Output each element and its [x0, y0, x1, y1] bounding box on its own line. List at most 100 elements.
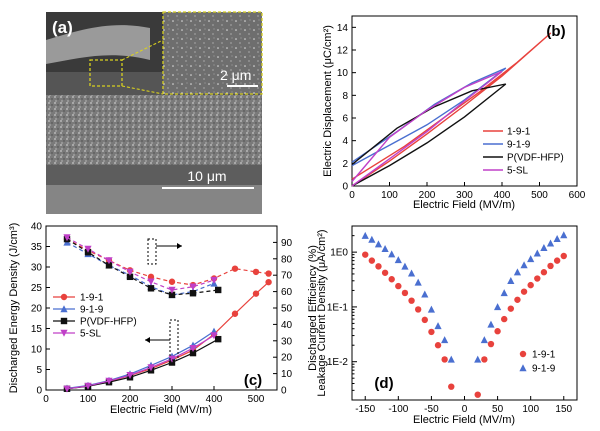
d-point-9-1-9 [414, 278, 422, 286]
c-ytick-right-label: 50 [281, 304, 293, 315]
c-energy-line-9-1-9 [66, 330, 215, 389]
b-loop-P(VDF-HFP) [351, 83, 507, 187]
d-xtick-label: 150 [555, 404, 572, 415]
d-point-1-9-1 [527, 281, 534, 289]
d-xtick-label: -100 [388, 404, 408, 415]
d-ytick-label: 1E0 [330, 248, 348, 259]
b-xtick-label: 500 [531, 190, 548, 201]
b-loop-5-SL [351, 70, 503, 187]
c-efficiency-point [189, 290, 197, 297]
b-ytick-label: 8 [342, 91, 348, 102]
panel-c-series [63, 234, 272, 393]
d-point-9-1-9 [527, 255, 535, 263]
sem-film-edge [46, 25, 150, 64]
panel-b-legend: 1-9-1 9-1-9 P(VDF-HFP) 5-SL [483, 127, 564, 177]
c-legend-marker [60, 329, 68, 337]
c-ytick-label: 5 [36, 365, 42, 376]
inset-scale-label: 2 μm [220, 67, 251, 83]
panel-d-chart: -150 -100 -50 0 50 100 150 1E-2 1E-1 1E0 (d) Elec… [316, 225, 578, 426]
d-xtick-label: -50 [424, 404, 439, 415]
c-ytick-label: 20 [31, 304, 43, 315]
d-point-1-9-1 [414, 306, 422, 313]
d-point-1-9-1 [395, 282, 402, 290]
sem-cross-section [46, 95, 262, 165]
d-point-1-9-1 [553, 257, 561, 264]
d-point-1-9-1 [368, 257, 376, 264]
c-efficiency-point [215, 286, 222, 294]
c-efficiency-point [265, 270, 272, 277]
d-point-9-1-9 [540, 244, 548, 252]
sem-inset [163, 12, 262, 94]
d-point-9-1-9 [381, 245, 389, 253]
c-efficiency-point [147, 273, 155, 281]
sem-lower-layer [46, 165, 262, 185]
c-efficiency-point [105, 257, 113, 265]
d-point-1-9-1 [547, 262, 554, 270]
d-point-1-9-1 [421, 316, 428, 324]
d-point-9-1-9 [553, 235, 561, 243]
c-efficiency-point [126, 268, 134, 276]
d-point-9-1-9 [474, 355, 482, 363]
d-point-9-1-9 [401, 262, 409, 270]
d-point-9-1-9 [427, 305, 436, 313]
c-legend-label: P(VDF-HFP) [80, 317, 137, 328]
d-point-9-1-9 [493, 303, 502, 311]
d-point-1-9-1 [408, 297, 415, 304]
d-point-1-9-1 [487, 340, 495, 348]
sem-zoom-line-top [121, 39, 164, 61]
d-point-9-1-9 [394, 256, 402, 264]
c-efficiency-point [231, 265, 239, 272]
c-efficiency-line-9-1-9 [66, 241, 215, 296]
panel-b-chart: 0 100 200 300 400 500 600 0 2 4 6 8 10 12 14 (b) Elect… [322, 15, 586, 211]
b-xtick-label: 0 [349, 190, 355, 201]
c-xtick-label: 100 [80, 394, 97, 405]
panel-d-ylabel: Leakage Current Density (μA/cm²) [316, 229, 328, 396]
d-point-1-9-1 [540, 269, 548, 276]
b-ytick-label: 6 [342, 114, 348, 125]
efficiency-marker-box [147, 238, 157, 265]
panel-b-xlabel: Electric Field (MV/m) [413, 199, 515, 211]
c-efficiency-point [84, 245, 92, 253]
panel-b-axes: 0 100 200 300 400 500 600 0 2 4 6 8 10 12 14 [337, 23, 586, 201]
c-energy-point [168, 355, 176, 363]
d-point-9-1-9 [513, 268, 522, 276]
d-xtick-label: 50 [492, 404, 504, 415]
c-efficiency-line-5-SL [66, 236, 215, 291]
c-xtick-label: 0 [43, 394, 49, 405]
sem-zoom-box [89, 59, 123, 87]
b-legend-label: P(VDF-HFP) [507, 153, 564, 164]
panel-b-ylabel: Electric Displacement (μC/cm²) [322, 25, 334, 177]
c-ytick-right-label: 90 [281, 238, 293, 249]
b-xtick-label: 400 [494, 190, 511, 201]
d-point-1-9-1 [375, 263, 382, 270]
c-ytick-label: 25 [31, 283, 43, 294]
panel-label-c: (c) [244, 372, 262, 389]
panel-c-chart: 0 100 200 300 400 500051015202530354001020304… [8, 222, 319, 417]
c-energy-point [105, 377, 113, 385]
c-energy-point [147, 364, 155, 372]
c-energy-point [265, 278, 272, 286]
c-efficiency-point [147, 285, 155, 292]
c-ytick-label: 30 [31, 263, 43, 274]
c-energy-point [252, 290, 260, 297]
d-point-1-9-1 [388, 276, 395, 283]
b-ytick-label: 10 [337, 68, 349, 79]
d-point-9-1-9 [434, 322, 442, 330]
d-legend-label: 9-1-9 [532, 364, 556, 375]
panel-label-a: (a) [52, 18, 73, 37]
c-efficiency-point [168, 291, 176, 299]
b-loop-1-9-1 [351, 32, 552, 187]
c-ytick-right-label: 80 [281, 254, 293, 265]
panel-b-series [351, 32, 552, 187]
panel-c-xlabel: Electric Field (MV/m) [110, 404, 212, 416]
d-point-9-1-9 [374, 240, 383, 248]
c-efficiency-line-P(VDF-HFP) [66, 238, 219, 296]
main-scale-label: 10 μm [187, 168, 226, 184]
c-legend-marker [60, 305, 68, 313]
d-point-1-9-1 [481, 356, 488, 363]
c-ytick-right-label: 30 [281, 336, 293, 347]
c-efficiency-point [168, 286, 176, 294]
d-legend-marker [519, 364, 527, 372]
d-point-9-1-9 [361, 231, 369, 239]
c-ytick-label: 10 [31, 345, 43, 356]
